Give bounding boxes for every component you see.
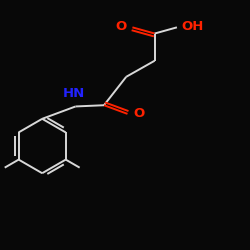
Text: O: O	[116, 20, 127, 32]
Text: OH: OH	[182, 20, 204, 32]
Text: O: O	[133, 108, 144, 120]
Text: HN: HN	[63, 86, 86, 100]
